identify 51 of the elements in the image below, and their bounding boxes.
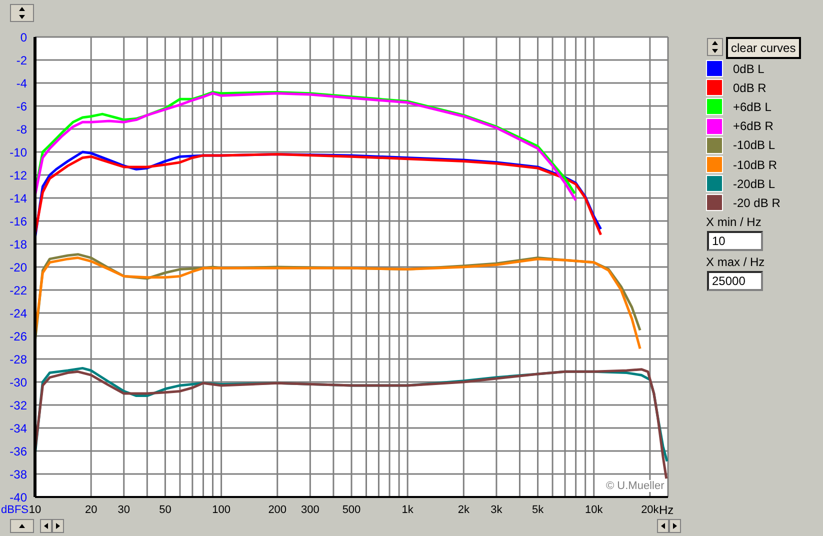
y-tick-label: -8	[16, 122, 28, 136]
y-tick-label: -24	[10, 306, 28, 320]
y-tick-label: -26	[10, 329, 28, 344]
text: X max / Hz	[706, 255, 765, 269]
x-tick-label: 10k	[584, 504, 604, 516]
y-tick-label: -30	[10, 375, 28, 390]
legend-label: -20dB L	[733, 176, 776, 191]
y-tick-label: -40	[10, 490, 28, 504]
y-tick-label: -36	[10, 444, 28, 458]
y-tick-label: -32	[10, 398, 28, 412]
y-tick-label: -12	[10, 168, 28, 182]
legend-label: +6dB R	[733, 119, 774, 134]
x-tick-label: 50	[159, 504, 172, 516]
legend-label: 0dB R	[733, 80, 766, 95]
x-tick-label: 200	[268, 504, 287, 516]
y-tick-label: -22	[10, 283, 28, 298]
y-tick-label: -16	[10, 214, 28, 228]
y-tick-label: -28	[10, 352, 28, 366]
y-tick-label: -20	[10, 260, 28, 274]
y-tick-label: -38	[10, 467, 28, 482]
y-tick-label: -4	[16, 76, 28, 90]
y-tick-label: -14	[10, 191, 28, 206]
text: 10	[707, 231, 763, 251]
x-tick-label: 500	[342, 504, 361, 516]
x-tick-label: 20	[84, 504, 98, 516]
x-tick-label: 10	[28, 504, 42, 516]
y-tick-label: -10	[10, 145, 28, 160]
legend-label: +6dB L	[733, 100, 772, 114]
y-tick-label: -2	[16, 53, 28, 68]
y-axis-title: dBFS	[1, 504, 29, 516]
text: clear curves	[726, 37, 801, 59]
x-tick-label: 1k	[402, 504, 414, 516]
legend-label: -10dB L	[733, 138, 776, 152]
legend-label: -20 dB R	[733, 196, 780, 210]
legend-label: 0dB L	[733, 62, 764, 76]
legend-label: -10dB R	[733, 158, 778, 172]
text: X min / Hz	[706, 215, 762, 229]
x-tick-label: 30	[118, 504, 130, 516]
annotation: © U.Mueller	[604, 480, 666, 492]
y-tick-label: -6	[16, 99, 28, 114]
y-tick-label: 0	[20, 30, 28, 44]
x-tick-label: 5k	[532, 504, 544, 516]
x-tick-label: 3k	[490, 504, 503, 516]
x-tick-label: 2k	[458, 504, 470, 516]
y-tick-label: -34	[10, 421, 28, 436]
y-tick-label: -18	[10, 237, 28, 252]
x-axis-title: Hz	[659, 503, 674, 517]
x-tick-label: 20k	[641, 504, 660, 516]
x-tick-label: 300	[300, 504, 320, 516]
x-tick-label: 100	[212, 504, 230, 516]
text: 25000	[707, 271, 763, 291]
